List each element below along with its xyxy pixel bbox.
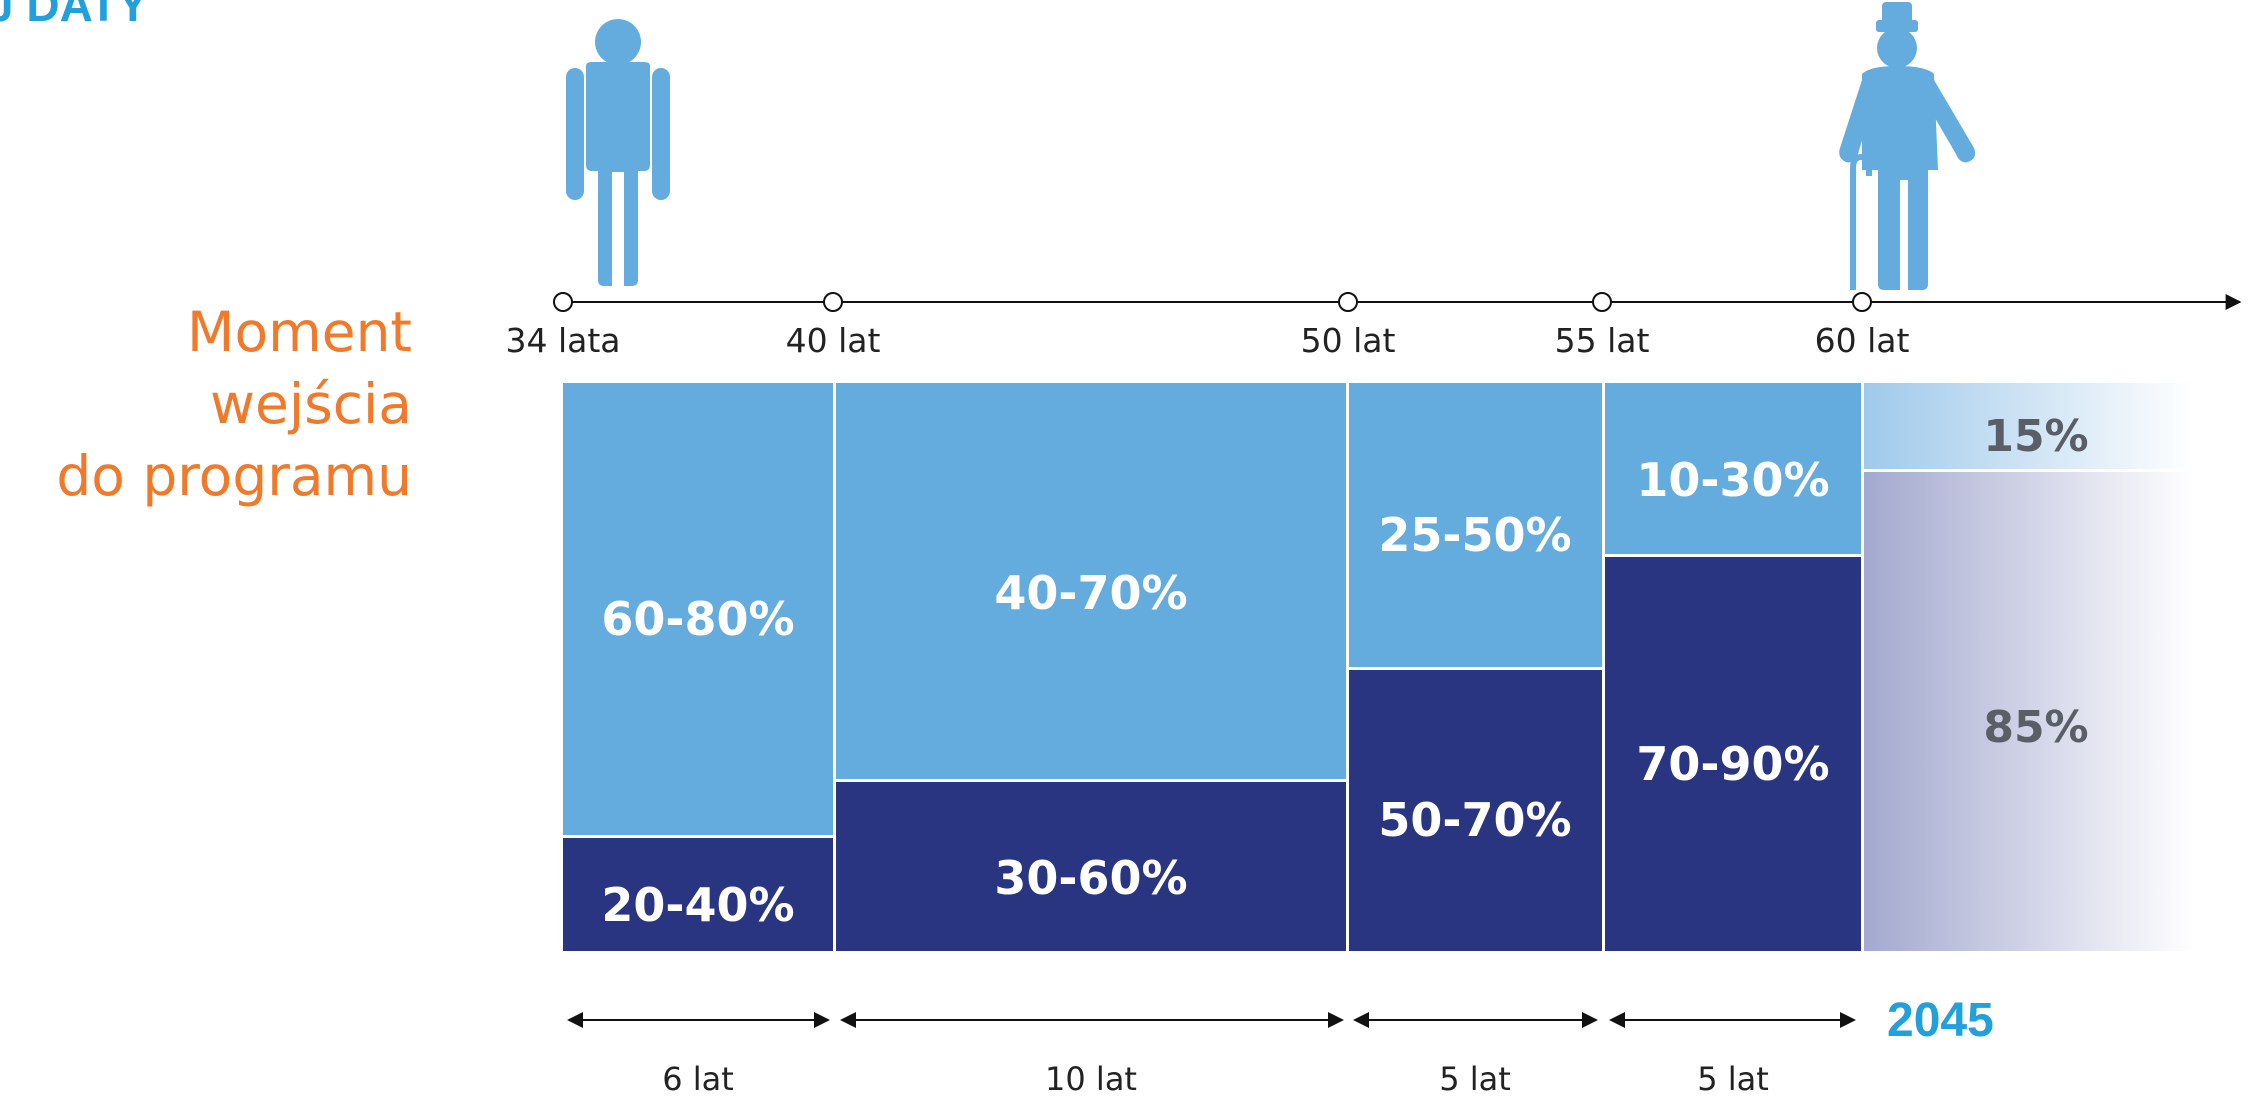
stage-top-value: 25-50%: [1378, 508, 1571, 562]
elderly-person-icon: [1839, 2, 1976, 290]
timeline-marker: [823, 292, 843, 312]
page-header-fragment: J DATY: [0, 0, 149, 31]
arrow-head-icon: [1609, 1012, 1625, 1028]
stage-bottom-value: 50-70%: [1378, 793, 1571, 847]
arrow-head-icon: [1840, 1012, 1856, 1028]
age-label: 40 lat: [786, 321, 881, 360]
stage-top-value: 60-80%: [601, 592, 794, 646]
timeline-marker: [1592, 292, 1612, 312]
stage-top-value: 10-30%: [1636, 453, 1829, 507]
arrow-head-icon: [1353, 1012, 1369, 1028]
entry-moment-line-1: Moment: [187, 300, 412, 364]
target-block-top: [1864, 383, 2194, 469]
target-year-label: 2045: [1887, 994, 1994, 1047]
timeline-marker: [1338, 292, 1358, 312]
duration-label: 6 lat: [662, 1060, 734, 1097]
arrow-head-icon: [1582, 1012, 1598, 1028]
stage-block-top: [1349, 383, 1602, 667]
age-label: 55 lat: [1555, 321, 1650, 360]
duration-label: 10 lat: [1045, 1060, 1137, 1097]
arrow-head-icon: [840, 1012, 856, 1028]
entry-moment-line-2: wejścia: [210, 372, 412, 436]
age-label: 50 lat: [1301, 321, 1396, 360]
entry-moment-label: Moment wejścia do programu: [0, 296, 412, 512]
stage-bottom-value: 70-90%: [1636, 737, 1829, 791]
duration-label: 5 lat: [1697, 1060, 1769, 1097]
stage-top-value: 40-70%: [994, 566, 1187, 620]
timeline-marker: [1852, 292, 1872, 312]
stage-bottom-value: 20-40%: [601, 878, 794, 932]
stage-block-bottom: [1349, 670, 1602, 951]
young-person-icon: [566, 19, 670, 286]
target-top-value: 15%: [1983, 411, 2088, 462]
target-block-bottom: [1864, 472, 2194, 951]
stage-bottom-value: 30-60%: [994, 851, 1187, 905]
arrow-head-icon: [814, 1012, 830, 1028]
stage-block-top: [1605, 383, 1861, 554]
stage-block-bottom: [563, 838, 833, 951]
duration-label: 5 lat: [1439, 1060, 1511, 1097]
stage-block-top: [836, 383, 1346, 779]
target-bottom-value: 85%: [1983, 702, 2088, 753]
arrow-head-icon: [1328, 1012, 1344, 1028]
timeline-marker: [553, 292, 573, 312]
age-label: 60 lat: [1815, 321, 1910, 360]
entry-moment-line-3: do programu: [56, 444, 412, 508]
age-label: 34 lata: [505, 321, 620, 360]
stage-block-top: [563, 383, 833, 835]
stage-block-bottom: [836, 782, 1346, 951]
stage-block-bottom: [1605, 557, 1861, 951]
arrow-head-icon: [567, 1012, 583, 1028]
